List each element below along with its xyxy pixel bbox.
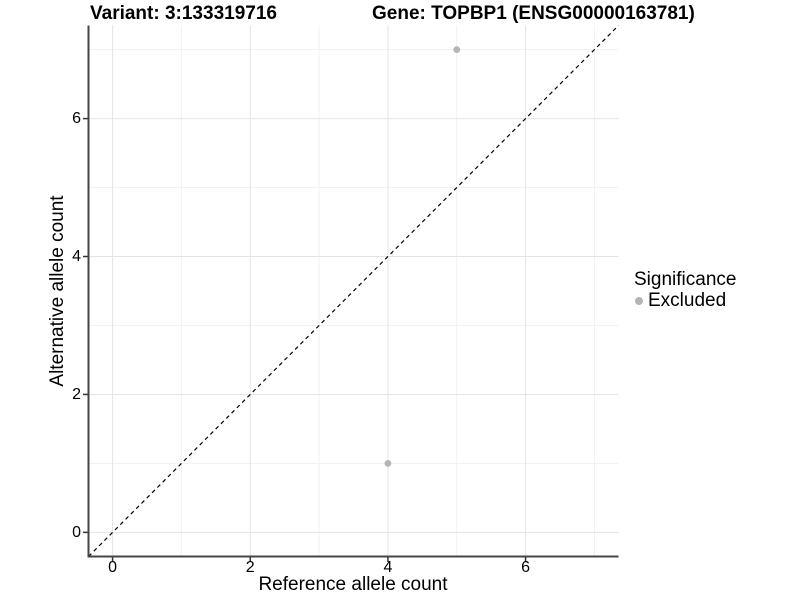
plot-title-variant: Variant: 3:133319716 [90,3,277,24]
plot-title-gene: Gene: TOPBP1 (ENSG00000163781) [372,3,695,24]
x-axis-title: Reference allele count [258,574,448,595]
legend-item: Excluded [634,291,736,310]
y-tick-label: 4 [72,248,81,266]
x-tick-label: 6 [521,559,531,576]
x-tick-label: 0 [108,559,118,576]
legend-item-label: Excluded [648,290,727,311]
x-tick-label: 4 [383,559,393,576]
identity-dashed-line [88,25,619,557]
legend-items: Excluded [634,291,736,310]
y-tick-label: 2 [72,385,81,403]
legend: Significance Excluded [634,269,737,311]
legend-title: Significance [634,269,737,290]
legend-point-icon [635,296,643,305]
x-tick-label: 2 [245,559,255,576]
data-point [453,46,461,54]
data-point [384,460,392,467]
y-tick-label: 6 [72,110,81,128]
y-tick-label: 0 [72,523,81,541]
y-axis-title: Alternative allele count [47,195,68,387]
